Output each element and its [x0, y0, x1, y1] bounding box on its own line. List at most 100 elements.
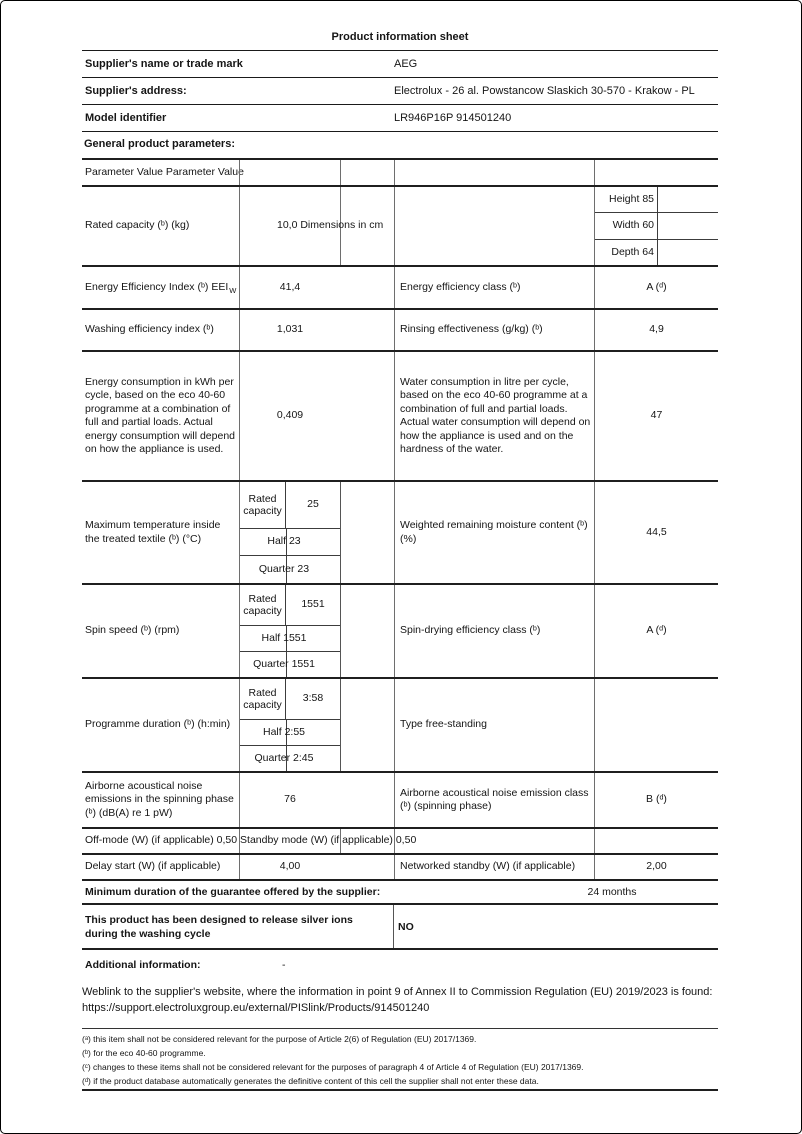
supplier-address-row: Supplier's address: Electrolux - 26 al. … [82, 77, 718, 104]
subrow-half: Half 1551 [240, 626, 340, 652]
height-label: Height 85 [595, 187, 658, 213]
washing-efficiency-row: Washing efficiency index (ᵇ) 1,031 Rinsi… [82, 308, 718, 350]
noise-class-label: Airborne acoustical noise emission class… [394, 773, 594, 827]
silver-ions-row: This product has been designed to releas… [82, 905, 718, 950]
consumption-row: Energy consumption in kWh per cycle, bas… [82, 350, 718, 480]
quarter-temperature-value: Quarter 23 [258, 562, 310, 575]
page-title: Product information sheet [331, 31, 469, 43]
spin-drying-class-label: Spin-drying efficiency class (ᵇ) [394, 585, 594, 677]
programme-duration-row: Programme duration (ᵇ) (h:min) Rated cap… [82, 677, 718, 771]
spin-drying-class-value: A (ᵈ) [594, 585, 718, 677]
bottom-rule [82, 1089, 718, 1091]
noise-emissions-label: Airborne acoustical noise emissions in t… [85, 779, 234, 819]
additional-info-label: Additional information: [85, 959, 201, 971]
programme-duration-label: Programme duration (ᵇ) (h:min) [85, 718, 231, 731]
subrow-quarter: Quarter 2:45 [240, 745, 340, 771]
footnote-c: (ᶜ) changes to these items shall not be … [82, 1062, 584, 1072]
noise-emissions-value: 76 [239, 773, 394, 827]
subrow-rated: Rated capacity 3:58 [240, 679, 340, 721]
empty-cell [394, 829, 594, 853]
water-consumption-value: 47 [594, 352, 718, 480]
rated-spin-value: 1551 [301, 598, 325, 611]
model-identifier-value: LR946P16P 914501240 [394, 112, 512, 124]
empty-cell [658, 213, 718, 238]
quarter-spin-value: Quarter 1551 [253, 657, 315, 670]
empty-cell [394, 187, 594, 265]
model-identifier-label: Model identifier [85, 112, 167, 124]
energy-consumption-label: Energy consumption in kWh per cycle, bas… [85, 375, 236, 456]
empty-cell [239, 160, 340, 185]
noise-class-value: B (ᵈ) [594, 773, 718, 827]
delay-start-value: 4,00 [239, 855, 394, 879]
empty-cell [594, 679, 718, 771]
quarter-duration-value: Quarter 2:45 [254, 751, 314, 764]
footnote-b: (ᵇ) for the eco 40-60 programme. [82, 1048, 206, 1058]
moisture-content-label: Weighted remaining moisture content (ᵇ) … [394, 482, 594, 583]
moisture-content-value: 44,5 [594, 482, 718, 583]
divider [286, 720, 287, 745]
subrow-quarter: Quarter 1551 [240, 651, 340, 677]
footnote-divider [82, 1028, 718, 1029]
bottom-table: Minimum duration of the guarantee offere… [82, 879, 718, 980]
rated-capacity-value: 10,0 Dimensions in cm [277, 219, 384, 232]
silver-ions-value: NO [398, 920, 414, 933]
energy-class-label: Energy efficiency class (ᵇ) [394, 267, 594, 308]
model-identifier-row: Model identifier LR946P16P 914501240 [82, 104, 718, 131]
weblink-text: Weblink to the supplier's website, where… [82, 986, 713, 1014]
supplier-address-label: Supplier's address: [85, 85, 187, 97]
subrow-half: Half 2:55 [240, 720, 340, 746]
dimension-row-depth: Depth 64 [595, 239, 718, 265]
washing-efficiency-label: Washing efficiency index (ᵇ) [85, 323, 214, 336]
energy-consumption-value: 0,409 [239, 352, 394, 480]
spin-speed-row: Spin speed (ᵇ) (rpm) Rated capacity 1551… [82, 583, 718, 677]
off-mode-row: Off-mode (W) (if applicable) 0,50 Standb… [82, 827, 718, 853]
eei-value: 41,4 [239, 267, 394, 308]
eei-label: Energy Efficiency Index (ᵇ) EEI W [82, 267, 239, 308]
rated-capacity-sublabel: Rated capacity [240, 482, 286, 529]
programme-duration-subtable: Rated capacity 3:58 Half 2:55 Quarter 2:… [239, 679, 394, 771]
dimensions-subtable: Height 85 Width 60 Depth 64 [594, 187, 718, 265]
delay-start-label: Delay start (W) (if applicable) [85, 860, 221, 873]
empty-cell [394, 160, 594, 185]
section-heading: General product parameters: [84, 138, 235, 150]
eei-subscript: W [229, 286, 237, 296]
networked-standby-label: Networked standby (W) (if applicable) [394, 855, 594, 879]
rated-capacity-label: Rated capacity (ᵇ) (kg) [85, 219, 190, 232]
supplier-address-value: Electrolux - 26 al. Powstancow Slaskich … [394, 85, 695, 97]
half-duration-value: Half 2:55 [262, 725, 306, 738]
rated-duration-value: 3:58 [302, 692, 324, 705]
table-header-cell: Parameter Value Parameter Value [85, 165, 244, 178]
type-label: Type free-standing [394, 679, 594, 771]
supplier-name-value: AEG [394, 58, 418, 70]
networked-standby-value: 2,00 [594, 855, 718, 879]
rinsing-value: 4,9 [594, 310, 718, 350]
dimension-row-width: Width 60 [595, 213, 718, 240]
supplier-name-label: Supplier's name or trade mark [85, 58, 243, 70]
guarantee-label: Minimum duration of the guarantee offere… [85, 886, 381, 898]
divider [286, 529, 287, 555]
width-label: Width 60 [595, 213, 658, 239]
empty-cell [658, 187, 718, 212]
table-header-row: Parameter Value Parameter Value [82, 158, 718, 185]
dimension-row-height: Height 85 [595, 187, 718, 214]
divider [286, 651, 287, 677]
rinsing-label: Rinsing effectiveness (g/kg) (ᵇ) [394, 310, 594, 350]
max-temperature-label: Maximum temperature inside the treated t… [85, 519, 221, 545]
footnote-a: (ᵃ) this item shall not be considered re… [82, 1034, 477, 1044]
divider [286, 555, 287, 583]
subrow-quarter: Quarter 23 [240, 555, 340, 583]
empty-cell [594, 160, 718, 185]
max-temperature-subtable: Rated capacity 25 Half 23 Quarter 23 [239, 482, 394, 583]
spin-speed-label: Spin speed (ᵇ) (rpm) [85, 624, 180, 637]
rated-capacity-sublabel: Rated capacity [240, 585, 286, 626]
rated-capacity-row: Rated capacity (ᵇ) (kg) Height 85 Width … [82, 185, 718, 265]
supplier-name-row: Supplier's name or trade mark AEG [82, 50, 718, 77]
depth-label: Depth 64 [595, 239, 658, 265]
divider [286, 745, 287, 771]
spin-speed-subtable: Rated capacity 1551 Half 1551 Quarter 15… [239, 585, 394, 677]
water-consumption-label: Water consumption in litre per cycle, ba… [394, 352, 594, 480]
guarantee-row: Minimum duration of the guarantee offere… [82, 879, 718, 905]
additional-info-value: - [282, 959, 286, 971]
guarantee-value: 24 months [587, 886, 637, 898]
subrow-half: Half 23 [240, 529, 340, 556]
